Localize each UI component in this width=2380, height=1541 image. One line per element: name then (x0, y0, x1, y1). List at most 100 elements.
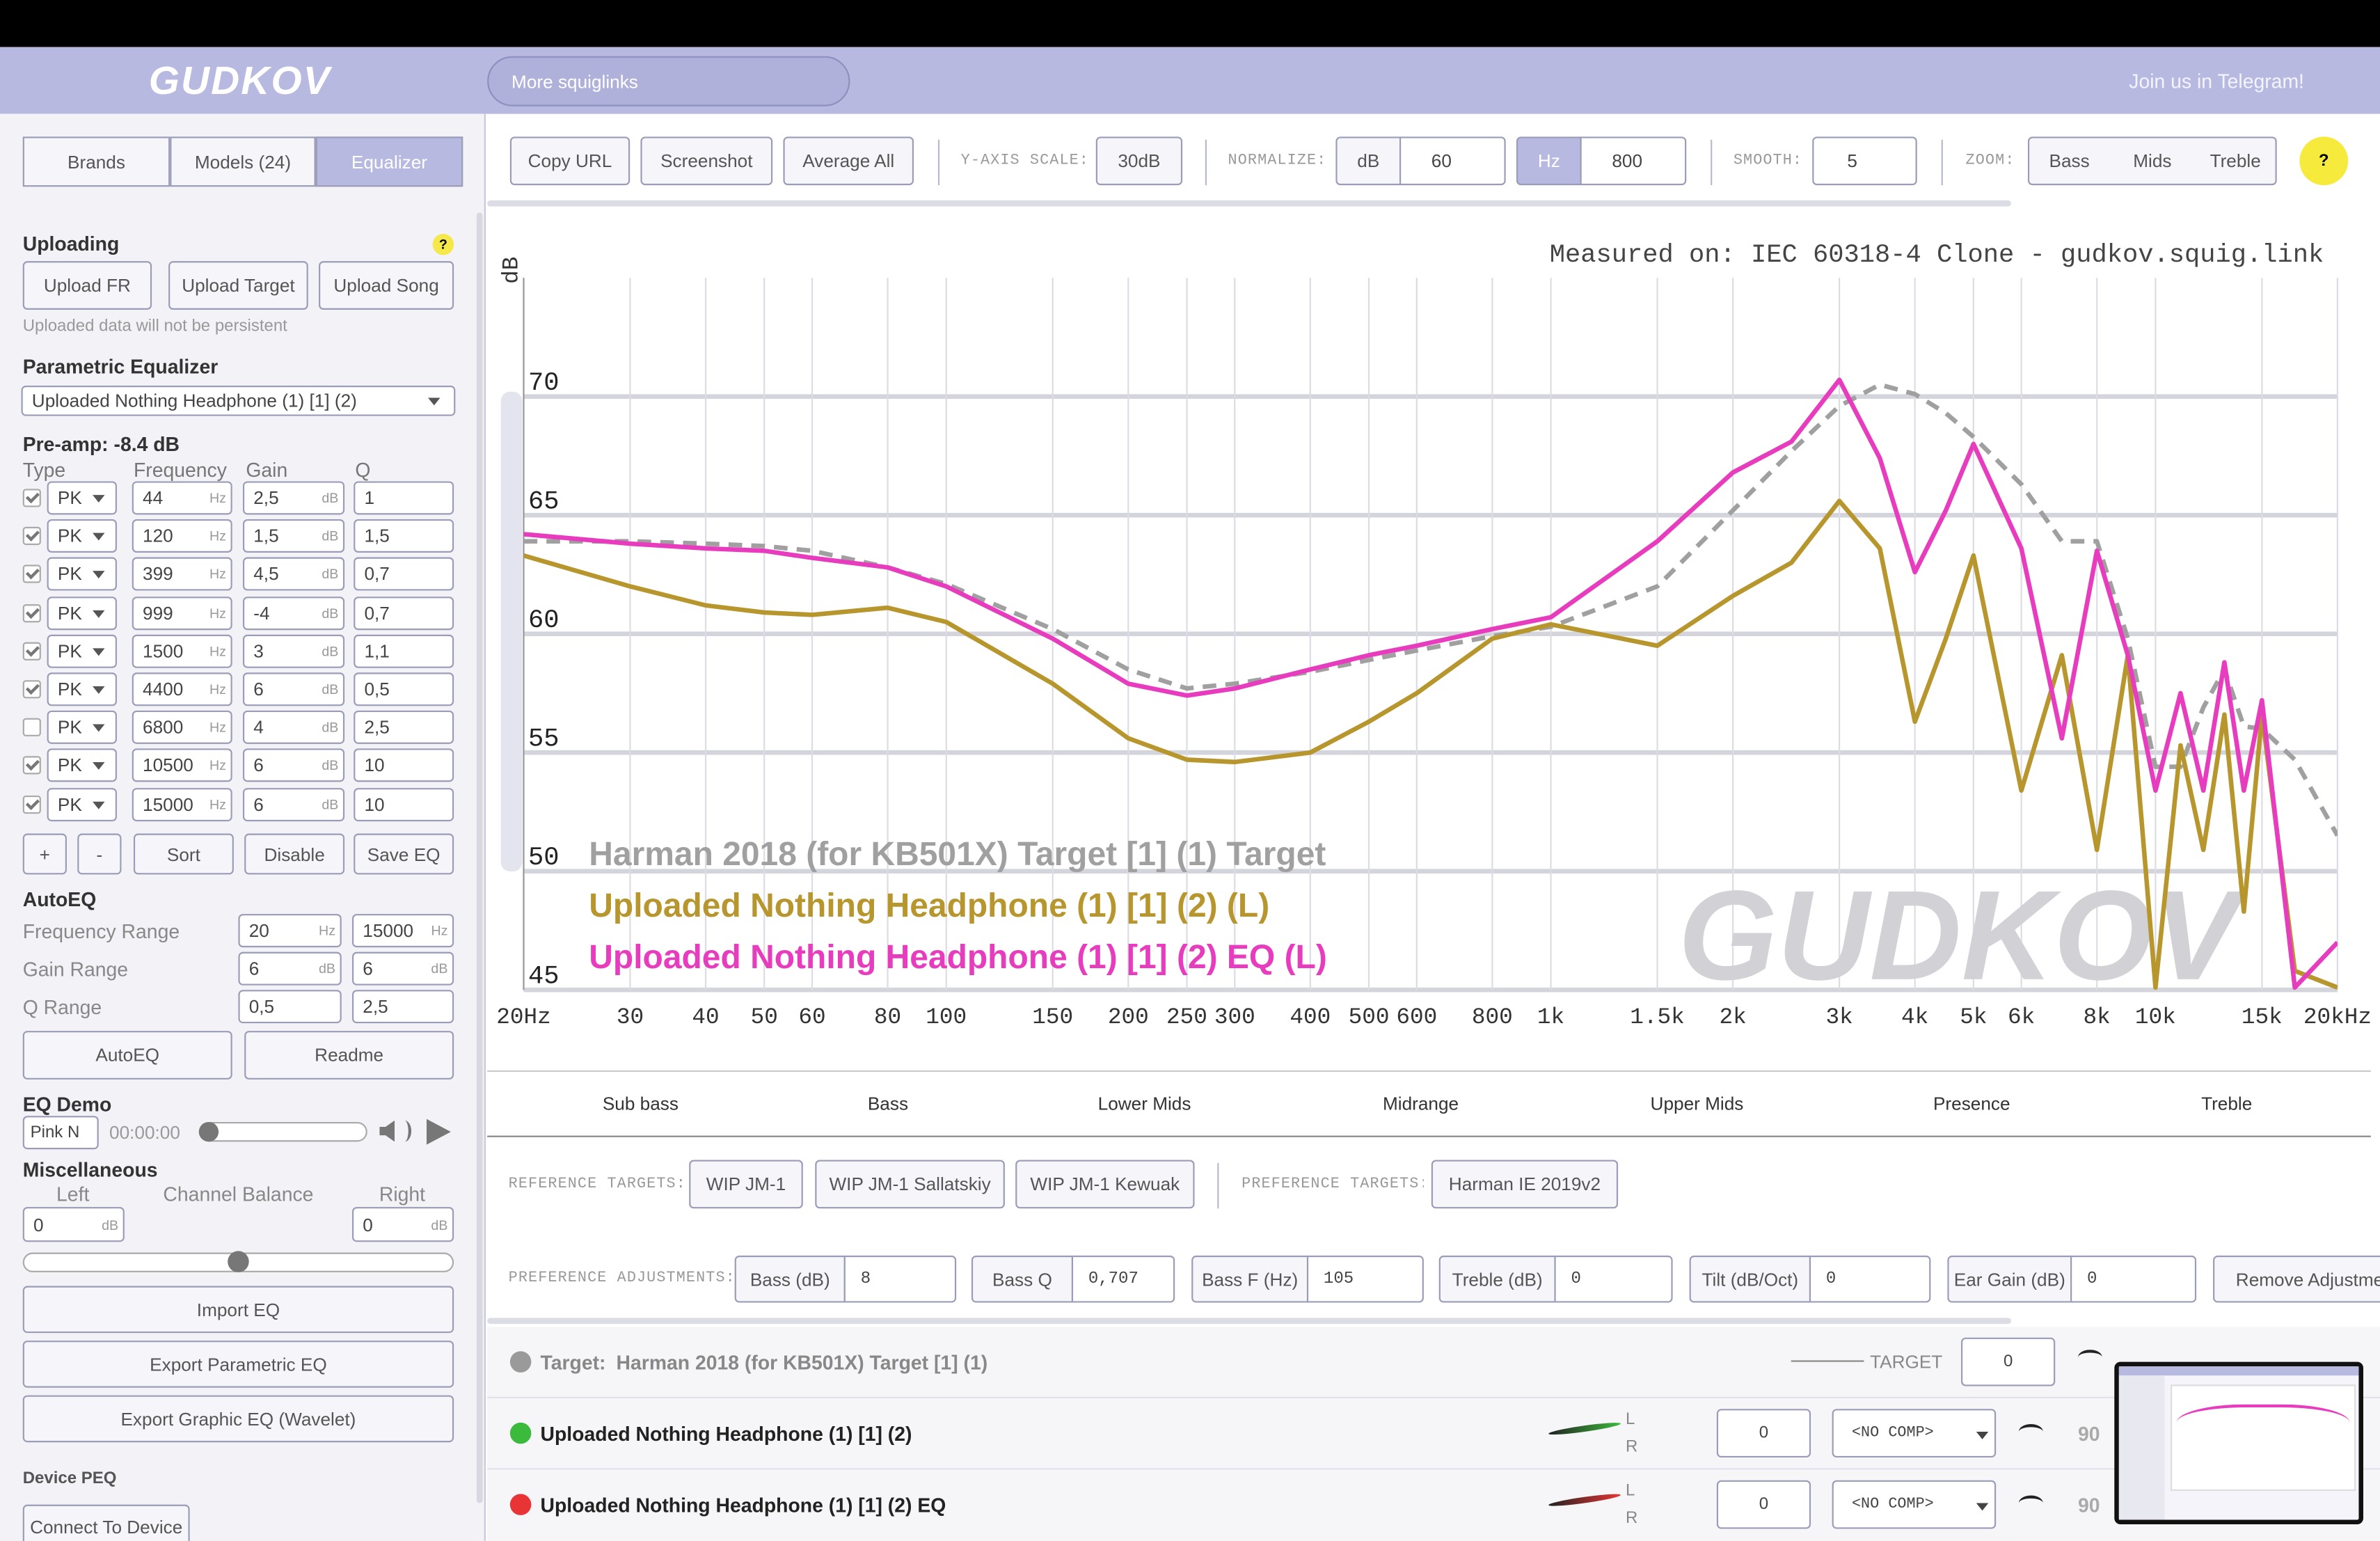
row-offset[interactable]: 0 (1716, 1409, 1811, 1458)
checkbox[interactable] (22, 565, 41, 584)
filter-gain[interactable]: 1,5 (242, 519, 345, 553)
filter-type[interactable]: PK (47, 634, 117, 668)
filter-frequency[interactable]: 6800 (132, 711, 232, 745)
filter-type[interactable]: PK (47, 558, 117, 592)
filter-frequency[interactable]: 4400 (132, 672, 232, 706)
help-button[interactable]: ? (2299, 136, 2349, 186)
row-offset[interactable]: 0 (1716, 1480, 1811, 1529)
checkbox[interactable] (22, 642, 41, 661)
autoeq-min[interactable]: 6 (238, 951, 342, 986)
filter-q[interactable]: 10 (354, 749, 454, 783)
filter-frequency[interactable]: 44 (132, 481, 232, 515)
filter-q[interactable]: 0,7 (354, 596, 454, 630)
autoeq-button[interactable]: AutoEQ (22, 1031, 232, 1080)
adjustment-value[interactable]: 105 (1306, 1255, 1424, 1303)
adjustment-value[interactable]: 8 (843, 1255, 957, 1303)
filter-q[interactable]: 1 (354, 481, 454, 515)
eq-select[interactable]: Uploaded Nothing Headphone (1) [1] (2) (21, 386, 456, 416)
filter-type[interactable]: PK (47, 519, 117, 553)
autoeq-button[interactable]: Readme (244, 1031, 454, 1080)
filter-frequency[interactable]: 999 (132, 596, 232, 630)
misc-button[interactable]: Export Parametric EQ (22, 1341, 454, 1388)
tab[interactable]: Equalizer (315, 136, 463, 187)
target-button[interactable]: WIP JM-1 Sallatskiy (815, 1160, 1005, 1209)
filter-q[interactable]: 1,5 (354, 519, 454, 553)
eq-button[interactable]: - (77, 833, 122, 875)
checkbox[interactable] (22, 718, 41, 737)
checkbox[interactable] (22, 795, 41, 814)
upload-button[interactable]: Upload FR (22, 261, 152, 310)
normalize-db-value[interactable]: 60 (1399, 136, 1506, 186)
tab[interactable]: Brands (22, 136, 170, 187)
connect-button[interactable]: Connect To Device (22, 1504, 190, 1541)
filter-gain[interactable]: 6 (242, 672, 345, 706)
adjustment-value[interactable]: 0 (1554, 1255, 1673, 1303)
filter-type[interactable]: PK (47, 596, 117, 630)
zoom-button[interactable]: Treble (2210, 150, 2261, 172)
filter-gain[interactable]: 6 (242, 787, 345, 821)
row-wave[interactable] (2018, 1495, 2043, 1511)
toolbar-button[interactable]: Copy URL (509, 136, 630, 186)
normalize-hz-unit[interactable]: Hz (1516, 136, 1582, 186)
filter-gain[interactable]: 2,5 (242, 481, 345, 515)
toolbar-button[interactable]: Screenshot (640, 136, 773, 186)
filter-q[interactable]: 1,1 (354, 634, 454, 668)
checkbox[interactable] (22, 603, 41, 622)
checkbox[interactable] (22, 757, 41, 775)
zoom-button[interactable]: Mids (2133, 150, 2172, 172)
autoeq-max[interactable]: 6 (352, 951, 454, 986)
target-button[interactable]: WIP JM-1 Kewuak (1015, 1160, 1195, 1209)
filter-type[interactable]: PK (47, 711, 117, 745)
adjustment-value[interactable]: 0 (2070, 1255, 2197, 1303)
remove-adjustments[interactable]: Remove Adjustme (2213, 1255, 2380, 1303)
balance-left-input[interactable]: 0 (22, 1207, 125, 1242)
autoeq-min[interactable]: 20 (238, 914, 342, 948)
adjustment-value[interactable]: 0 (1809, 1255, 1931, 1303)
normalize-db-unit[interactable]: dB (1335, 136, 1402, 186)
filter-frequency[interactable]: 399 (132, 558, 232, 592)
toolbar-button[interactable]: Average All (783, 136, 914, 186)
filter-gain[interactable]: 4 (242, 711, 345, 745)
misc-button[interactable]: Export Graphic EQ (Wavelet) (22, 1395, 454, 1443)
seek-bar[interactable] (200, 1121, 367, 1142)
filter-frequency[interactable]: 1500 (132, 634, 232, 668)
row-comp[interactable]: <NO COMP> (1832, 1480, 1997, 1529)
target-offset[interactable]: 0 (1961, 1337, 2056, 1386)
filter-gain[interactable]: 6 (242, 749, 345, 783)
autoeq-max[interactable]: 2,5 (352, 990, 454, 1024)
filter-type[interactable]: PK (47, 672, 117, 706)
target-wave[interactable] (2077, 1350, 2102, 1365)
autoeq-max[interactable]: 15000 (352, 914, 454, 948)
autoeq-min[interactable]: 0,5 (238, 990, 342, 1024)
misc-button[interactable]: Import EQ (22, 1286, 454, 1334)
upload-button[interactable]: Upload Song (319, 261, 454, 310)
adjustment-value[interactable]: 0,707 (1071, 1255, 1175, 1303)
filter-frequency[interactable]: 10500 (132, 749, 232, 783)
checkbox[interactable] (22, 527, 41, 546)
yscale-button[interactable]: 30dB (1095, 136, 1183, 186)
filter-type[interactable]: PK (47, 749, 117, 783)
filter-gain[interactable]: 3 (242, 634, 345, 668)
checkbox[interactable] (22, 489, 41, 507)
filter-q[interactable]: 0,5 (354, 672, 454, 706)
eq-button[interactable]: Save EQ (354, 833, 454, 875)
filter-q[interactable]: 0,7 (354, 558, 454, 592)
filter-type[interactable]: PK (47, 787, 117, 821)
zoom-button[interactable]: Bass (2049, 150, 2090, 172)
target-button[interactable]: Harman IE 2019v2 (1431, 1160, 1619, 1209)
filter-frequency[interactable]: 120 (132, 519, 232, 553)
row-comp[interactable]: <NO COMP> (1832, 1409, 1997, 1458)
upload-button[interactable]: Upload Target (168, 261, 308, 310)
filter-q[interactable]: 10 (354, 787, 454, 821)
normalize-hz-value[interactable]: 800 (1580, 136, 1687, 186)
squiglinks-select[interactable]: More squiglinks (487, 56, 850, 106)
filter-type[interactable]: PK (47, 481, 117, 515)
target-button[interactable]: WIP JM-1 (689, 1160, 803, 1209)
filter-frequency[interactable]: 15000 (132, 787, 232, 821)
row-wave[interactable] (2018, 1424, 2043, 1439)
checkbox[interactable] (22, 680, 41, 699)
telegram-link[interactable]: Join us in Telegram! (2129, 69, 2304, 92)
balance-right-input[interactable]: 0 (352, 1207, 454, 1242)
tab[interactable]: Models (24) (170, 136, 316, 187)
eq-button[interactable]: Disable (244, 833, 345, 875)
